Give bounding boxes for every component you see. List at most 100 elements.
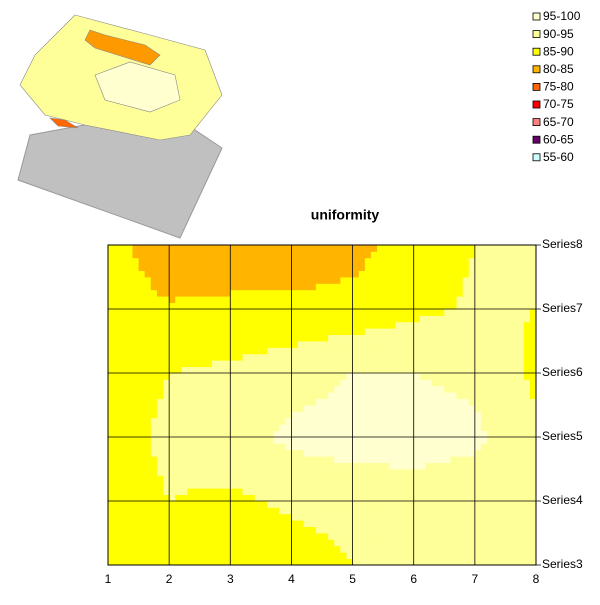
contour-cell (242, 315, 250, 323)
contour-cell (505, 558, 512, 566)
contour-cell (205, 353, 213, 361)
contour-cell (322, 257, 329, 265)
contour-cell (199, 520, 207, 527)
contour-cell (273, 360, 280, 367)
contour-cell (334, 488, 341, 495)
contour-cell (517, 545, 525, 553)
contour-cell (328, 411, 335, 419)
contour-cell (389, 289, 396, 297)
contour-cell (211, 257, 219, 265)
contour-cell (383, 398, 390, 406)
contour-cell (377, 405, 384, 412)
contour-cell (462, 309, 470, 316)
contour-cell (224, 321, 231, 329)
contour-cell (285, 449, 292, 457)
contour-cell (425, 296, 433, 303)
contour-cell (279, 526, 286, 534)
contour-cell (499, 251, 506, 259)
contour-cell (230, 507, 237, 515)
contour-cell (224, 488, 231, 495)
contour-cell (297, 398, 305, 406)
contour-cell (346, 257, 353, 265)
contour-cell (328, 277, 335, 284)
contour-cell (205, 430, 213, 438)
contour-cell (517, 507, 525, 515)
contour-cell (132, 296, 139, 303)
contour-cell (462, 296, 470, 303)
contour-cell (334, 443, 341, 451)
contour-cell (156, 417, 164, 425)
contour-cell (205, 507, 213, 515)
contour-cell (315, 270, 323, 278)
contour-cell (395, 430, 402, 438)
contour-cell (150, 424, 158, 431)
contour-cell (144, 283, 152, 291)
contour-cell (169, 360, 176, 367)
contour-cell (377, 545, 384, 553)
contour-cell (401, 507, 408, 515)
contour-cell (126, 264, 133, 271)
contour-cell (126, 334, 133, 342)
contour-cell (487, 398, 494, 406)
contour-cell (413, 533, 421, 540)
contour-cell (480, 321, 488, 329)
contour-cell (358, 430, 366, 438)
contour-cell (493, 328, 500, 335)
contour-cell (126, 552, 133, 559)
contour-cell (126, 315, 133, 323)
contour-cell (273, 289, 280, 297)
contour-cell (126, 513, 133, 521)
contour-cell (462, 533, 470, 540)
contour-cell (352, 341, 360, 348)
contour-cell (364, 513, 372, 521)
contour-cell (132, 558, 139, 566)
contour-cell (389, 475, 396, 483)
contour-cell (358, 526, 366, 534)
contour-cell (334, 341, 341, 348)
contour-cell (175, 264, 182, 271)
contour-cell (523, 264, 531, 271)
contour-cell (126, 296, 133, 303)
contour-cell (364, 270, 372, 278)
contour-cell (260, 321, 268, 329)
contour-cell (242, 373, 250, 380)
contour-cell (511, 513, 519, 521)
contour-cell (438, 469, 445, 476)
contour-cell (242, 501, 250, 508)
contour-cell (315, 430, 323, 438)
contour-cell (340, 513, 347, 521)
contour-cell (218, 475, 225, 483)
contour-cell (205, 328, 213, 335)
contour-cell (523, 526, 531, 534)
contour-cell (132, 302, 139, 310)
contour-cell (108, 475, 115, 483)
contour-cell (315, 398, 323, 406)
contour-cell (260, 533, 268, 540)
contour-cell (285, 385, 292, 393)
contour-cell (175, 353, 182, 361)
contour-cell (487, 366, 494, 374)
contour-cell (266, 488, 274, 495)
contour-cell (419, 558, 427, 566)
contour-cell (523, 443, 531, 451)
contour-cell (377, 360, 384, 367)
contour-cell (163, 520, 170, 527)
contour-cell (395, 520, 402, 527)
contour-cell (248, 481, 256, 489)
contour-cell (401, 360, 408, 367)
contour-cell (395, 513, 402, 521)
contour-cell (425, 526, 433, 534)
contour-cell (364, 533, 372, 540)
contour-cell (211, 379, 219, 387)
contour-cell (474, 481, 482, 489)
contour-cell (236, 398, 243, 406)
contour-cell (438, 392, 445, 399)
contour-cell (480, 341, 488, 348)
contour-cell (297, 289, 305, 297)
contour-cell (419, 513, 427, 521)
contour-cell (144, 520, 152, 527)
contour-cell (401, 334, 408, 342)
contour-cell (309, 526, 317, 534)
contour-cell (126, 507, 133, 515)
contour-cell (346, 552, 353, 559)
